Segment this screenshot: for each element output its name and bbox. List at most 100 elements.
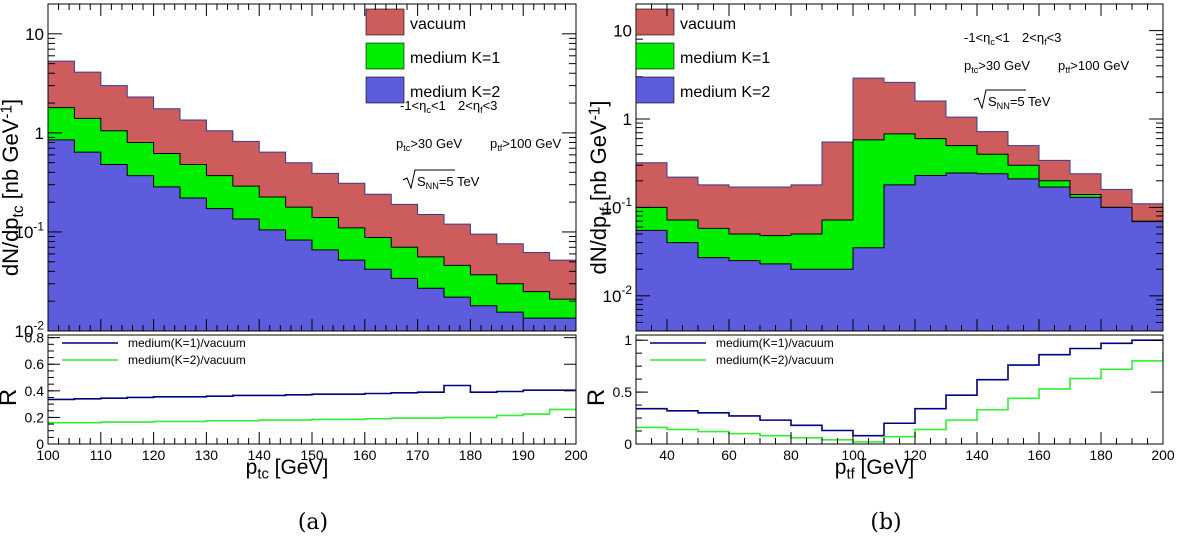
bar-medium_k2 <box>444 297 471 331</box>
legend-b: vacuum medium K=1 medium K=2 <box>635 8 770 104</box>
y-tick-label: 1 <box>35 124 44 143</box>
bar-medium_k2 <box>74 152 102 331</box>
legend-label-medium_k1: medium K=1 <box>680 50 770 67</box>
x-tick-label: 150 <box>300 447 324 463</box>
ratio-legend-label-ratio_k2: medium(K=2)/vacuum <box>716 353 834 367</box>
bar-medium_k2 <box>127 175 154 331</box>
bar-medium_k2 <box>496 312 524 331</box>
bar-medium_k2 <box>636 230 668 331</box>
bar-medium_k2 <box>977 173 1009 331</box>
ratio-y-tick-label: 0.5 <box>613 384 633 400</box>
ratio-legend-a: medium(K=1)/vacuum medium(K=2)/vacuum <box>62 336 246 367</box>
legend-swatch-vacuum <box>635 8 675 36</box>
y-axis-main-a: 10-2 10-1 1 10 <box>15 3 576 341</box>
bar-medium_k2 <box>549 318 576 331</box>
bar-medium_k2 <box>884 184 916 331</box>
legend-label-medium_k2: medium K=2 <box>410 84 500 101</box>
ratio-legend-label-ratio_k1: medium(K=1)/vacuum <box>716 336 834 350</box>
outline-medium_k2 <box>48 139 576 319</box>
annotation-eta-f: 2<ηf​<3 <box>1022 30 1061 47</box>
y-axis-ratio-a: 0 0.2 0.4 0.6 0.8 <box>25 330 576 452</box>
y-tick-label: 10-1 <box>15 219 45 242</box>
bar-medium_k2 <box>180 198 207 331</box>
bar-medium_k2 <box>791 269 823 331</box>
sqrt-sign <box>402 169 455 190</box>
annotation-eta-c: -1<ηc​<1 <box>400 98 446 115</box>
bar-medium_k2 <box>915 175 947 331</box>
ratio-y-tick-label: 0 <box>36 436 44 452</box>
legend-swatch-medium_k2 <box>635 76 675 104</box>
x-axis-label-a: ptc​ [GeV] <box>246 456 329 483</box>
annotation-eta-f: 2<ηf​<3 <box>458 98 497 115</box>
legend-label-vacuum: vacuum <box>680 16 736 33</box>
annotation-snn: SNN​=5 TeV <box>988 94 1051 111</box>
caption-b: (b) <box>870 510 901 535</box>
bar-medium_k2 <box>153 186 181 331</box>
bar-medium_k2 <box>338 260 366 331</box>
bar-medium_k2 <box>698 257 730 331</box>
legend-swatch-medium_k1 <box>635 42 675 70</box>
ratio-y-tick-label: 1 <box>624 332 632 348</box>
x-axis-a: 100 110 120 130 140 150 160 170 180 190 200 <box>36 4 588 463</box>
x-tick-label: 60 <box>721 447 737 463</box>
annotations-b: -1<ηc​<1 2<ηf​<3 ptc​>30 GeV ptf​>100 GeV SN… <box>964 30 1130 111</box>
y-tick-label: 10 <box>25 25 44 44</box>
y-axis-label-b: dN/dptf​ [nb GeV-1​] <box>586 101 615 275</box>
annotation-eta-c: -1<ηc​<1 <box>964 30 1010 47</box>
bar-medium_k2 <box>232 219 260 331</box>
ratio-line-ratio_k2 <box>48 408 576 424</box>
legend-label-medium_k1: medium K=1 <box>410 50 500 67</box>
x-tick-label: 200 <box>1151 447 1175 463</box>
legend-swatch-vacuum <box>365 8 405 36</box>
x-tick-label: 100 <box>36 447 60 463</box>
bar-medium_k2 <box>1008 178 1040 331</box>
x-axis-b: 40 60 80 100 120 140 160 180 200 <box>635 4 1175 463</box>
ratio-y-tick-label: 0.4 <box>25 383 45 399</box>
outline-vacuum <box>636 77 1163 231</box>
y-tick-label: 1 <box>623 110 632 129</box>
bar-medium_k2 <box>470 305 498 331</box>
legend-swatch-medium_k2 <box>365 76 405 104</box>
ratio-line-ratio_k1 <box>636 339 1163 437</box>
panel-b: 10-2 10-1 1 10 dN/dptf​ [nb GeV-1​] vacuum med… <box>583 3 1175 483</box>
sqrt-sign <box>973 89 1026 110</box>
bar-medium_k2 <box>312 249 339 331</box>
bar-medium_k2 <box>259 229 286 331</box>
legend-a: vacuum medium K=1 medium K=2 <box>365 8 500 104</box>
ratio-y-label-a: R <box>0 389 22 406</box>
y-tick-label: 10-2 <box>603 283 633 306</box>
ratio-y-tick-label: 0.6 <box>25 356 45 372</box>
outline-medium_k1 <box>636 133 1163 237</box>
y-axis-main-b: 10-2 10-1 1 10 <box>603 3 1163 332</box>
ratio-line-ratio_k1 <box>48 384 576 401</box>
bar-medium_k2 <box>1039 187 1071 331</box>
bar-medium_k2 <box>206 208 234 331</box>
ratio-legend-b: medium(K=1)/vacuum medium(K=2)/vacuum <box>650 336 834 367</box>
legend-label-vacuum: vacuum <box>410 16 466 33</box>
x-axis-label-b: ptf​ [GeV] <box>835 456 914 483</box>
bar-medium_k2 <box>946 173 978 331</box>
x-tick-label: 170 <box>406 447 430 463</box>
x-tick-label: 160 <box>1027 447 1051 463</box>
annotation-pt-c: ptc​>30 GeV <box>964 58 1030 75</box>
bar-medium_k2 <box>285 239 313 331</box>
y-tick-label: 10 <box>613 22 632 41</box>
y-axis-ratio-b: 00.51 <box>613 332 1163 452</box>
ratio-frame-b <box>635 334 1164 445</box>
legend-label-medium_k2: medium K=2 <box>680 84 770 101</box>
x-tick-label: 120 <box>903 447 927 463</box>
y-tick-label: 10-1 <box>603 195 633 218</box>
bar-medium_k2 <box>853 247 885 331</box>
ratio-plot-a <box>48 384 576 424</box>
y-axis-label-a: dN/dptc​ [nb GeV-1​] <box>0 99 27 276</box>
annotation-pt-f: ptf​>100 GeV <box>1058 58 1130 75</box>
series-medium_k2 <box>48 139 576 331</box>
outline-medium_k1 <box>48 107 576 300</box>
bar-medium_k2 <box>667 242 699 331</box>
annotation-pt-c: ptc​>30 GeV <box>396 136 462 153</box>
main-plot-a <box>48 60 576 331</box>
bar-medium_k2 <box>1132 221 1163 331</box>
ratio-legend-label-ratio_k2: medium(K=2)/vacuum <box>128 353 246 367</box>
